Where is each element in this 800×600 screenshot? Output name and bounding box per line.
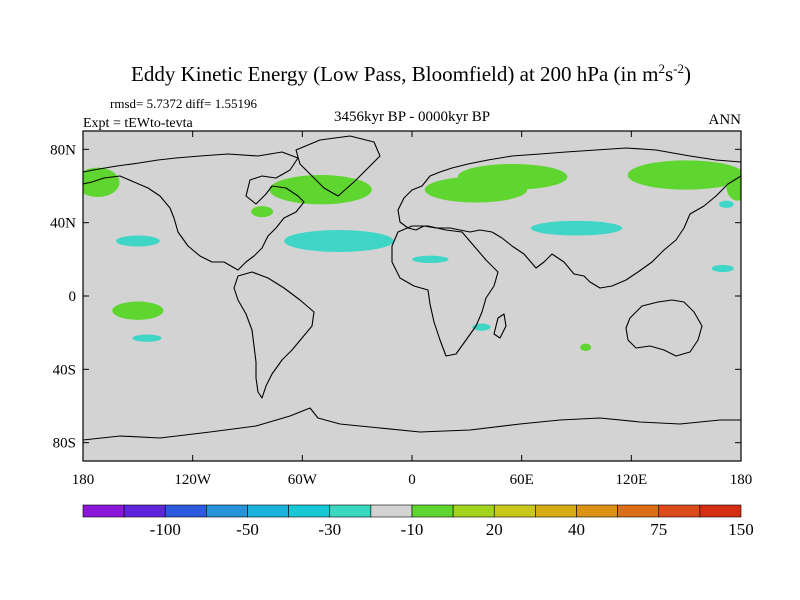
anomaly-east-siberia-positive [627,160,741,190]
colorbar-label: 75 [650,520,667,539]
anomaly-europe-positive [424,176,528,203]
colorbar-swatch [452,504,495,518]
title-sup1: 2 [658,61,665,76]
anomaly-subtropical-pacific-negative [132,334,162,342]
x-tick-label: 60E [510,472,534,488]
period-label: 3456kyr BP - 0000kyr BP [334,109,490,125]
y-axis: 80N 40N 0 40S 80S [50,142,741,452]
colorbar-label: 20 [486,520,503,539]
map-background [83,131,741,461]
colorbar-swatch [82,504,125,518]
colorbar-swatch [535,504,577,518]
anomaly-central-atlantic-negative [284,230,394,252]
colorbar-swatch [206,504,248,518]
anomaly-hudson-positive [251,206,274,218]
x-axis: 180 120W 60W 0 60E 120E 180 [72,131,753,488]
anomaly-southern-ocean-positive [580,343,592,352]
greenland-coast [295,135,381,197]
colorbar: -100 -50 -30 -10 20 40 75 150 [82,504,754,539]
colorbar-swatch [288,504,331,518]
anomaly-central-pacific-negative [115,235,160,247]
x-tick-label: 180 [730,472,753,488]
australia-coast [625,299,703,357]
x-tick-label: 60W [288,472,318,488]
x-tick-label: 0 [408,472,416,488]
anomaly-layer [83,160,741,352]
anomaly-north-atlantic-positive [269,175,372,205]
y-tick-label: 40S [53,362,76,378]
coastlines [83,135,741,441]
y-tick-label: 0 [69,289,77,305]
colorbar-swatch [411,504,454,518]
title-mid: s [665,62,673,86]
title-main: Eddy Kinetic Energy (Low Pass, Bloomfiel… [131,62,658,86]
title-end: ) [684,62,691,86]
anomaly-west-pacific-negative [711,264,734,273]
colorbar-swatch [164,504,207,518]
y-tick-label: 80N [50,142,76,158]
anomaly-north-africa-negative [412,255,449,263]
madagascar-coast [493,313,507,339]
x-tick-label: 120E [615,472,647,488]
colorbar-swatch [247,504,289,518]
north-america-coast [83,151,305,271]
anomaly-tropical-pacific-positive [112,301,164,320]
africa-coast [391,225,499,357]
colorbar-label: -50 [236,520,259,539]
colorbar-label: -10 [401,520,424,539]
colorbar-swatch [370,504,413,518]
south-america-coast [233,271,315,399]
title-sup2: -2 [673,61,684,76]
x-tick-label: 180 [72,472,95,488]
colorbar-swatch [699,504,742,518]
colorbar-swatch [576,504,618,518]
y-tick-label: 40N [50,216,76,232]
antarctica-coast [83,407,741,441]
chart-title: Eddy Kinetic Energy (Low Pass, Bloomfiel… [131,61,691,86]
colorbar-label: 150 [728,520,754,539]
eurasia-coast [397,147,741,289]
anomaly-central-asia-negative [530,220,623,236]
colorbar-label: -100 [150,520,181,539]
anomaly-mozambique-negative [472,323,491,331]
anomaly-bering-positive [726,171,741,201]
colorbar-swatch [493,504,536,518]
colorbar-label: 40 [568,520,585,539]
experiment-label: Expt = tEWto-tevta [83,116,194,131]
y-tick-label: 80S [53,436,76,452]
colorbar-swatch [658,504,701,518]
season-label: ANN [709,112,742,128]
colorbar-label: -30 [318,520,341,539]
anomaly-sea-of-okhotsk-negative [719,200,734,208]
colorbar-swatch [329,504,372,518]
colorbar-swatch [123,504,166,518]
colorbar-swatch [617,504,660,518]
stats-label: rmsd= 5.7372 diff= 1.55196 [110,96,257,111]
anomaly-alaska-positive [83,167,120,197]
x-tick-label: 120W [174,472,212,488]
